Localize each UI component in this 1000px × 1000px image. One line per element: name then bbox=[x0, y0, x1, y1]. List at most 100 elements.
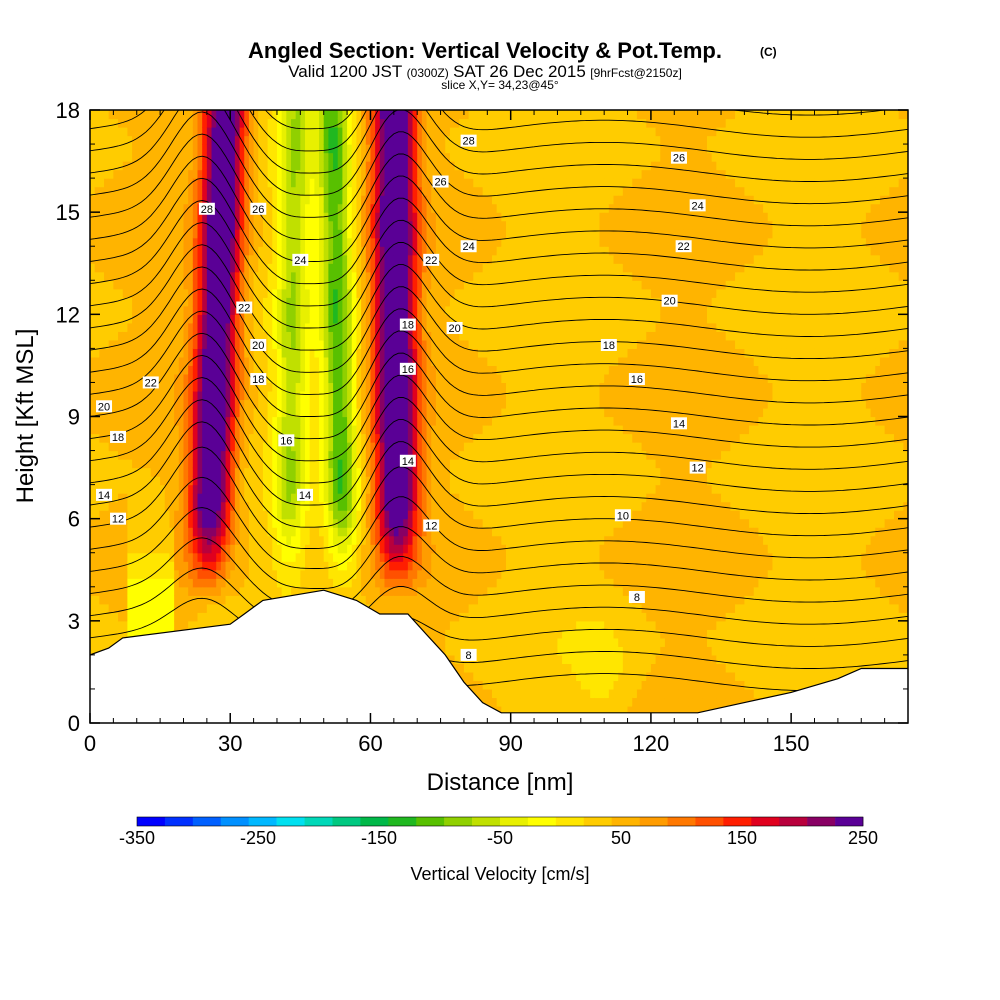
field-cell bbox=[370, 450, 376, 460]
field-cell bbox=[253, 442, 259, 452]
field-cell bbox=[300, 297, 306, 307]
field-cell bbox=[160, 169, 166, 179]
field-cell bbox=[108, 535, 114, 545]
field-cell bbox=[174, 322, 180, 332]
field-cell bbox=[206, 135, 213, 145]
field-cell bbox=[108, 237, 114, 247]
field-cell bbox=[118, 178, 124, 188]
field-cell bbox=[169, 433, 175, 443]
field-cell bbox=[347, 510, 353, 520]
field-cell bbox=[160, 620, 166, 630]
field-cell bbox=[183, 271, 189, 281]
field-cell bbox=[155, 612, 161, 622]
field-cell bbox=[319, 467, 325, 477]
field-cell bbox=[305, 229, 311, 239]
field-cell bbox=[342, 297, 348, 307]
field-cell bbox=[300, 203, 306, 213]
field-cell bbox=[361, 246, 367, 256]
field-cell bbox=[309, 382, 315, 392]
field-cell bbox=[258, 467, 264, 477]
field-cell bbox=[393, 348, 400, 358]
field-cell bbox=[258, 459, 264, 469]
field-cell bbox=[272, 339, 278, 349]
field-cell bbox=[281, 135, 287, 145]
field-cell bbox=[239, 450, 245, 460]
field-cell bbox=[379, 586, 386, 596]
field-cell bbox=[389, 237, 395, 247]
field-cell bbox=[108, 586, 114, 596]
field-cell bbox=[192, 339, 199, 349]
field-cell bbox=[314, 373, 320, 384]
field-cell bbox=[192, 110, 199, 120]
field-cell bbox=[305, 467, 311, 477]
field-cell bbox=[286, 552, 292, 562]
field-cell bbox=[234, 288, 241, 298]
field-cell bbox=[305, 212, 311, 222]
field-cell bbox=[127, 118, 133, 128]
field-cell bbox=[104, 518, 110, 528]
field-cell bbox=[262, 314, 269, 324]
field-cell bbox=[202, 390, 208, 401]
field-cell bbox=[216, 254, 222, 264]
field-cell bbox=[323, 459, 329, 469]
field-cell bbox=[342, 178, 348, 188]
field-cell bbox=[328, 561, 334, 571]
field-cell bbox=[244, 467, 250, 477]
field-cell bbox=[178, 484, 185, 494]
field-cell bbox=[104, 510, 110, 520]
field-cell bbox=[127, 433, 133, 443]
field-cell bbox=[300, 416, 306, 426]
field-cell bbox=[389, 561, 395, 571]
field-cell bbox=[356, 127, 362, 137]
field-cell bbox=[253, 161, 259, 171]
field-cell bbox=[234, 442, 241, 452]
field-cell bbox=[164, 561, 171, 571]
field-cell bbox=[150, 280, 157, 290]
field-cell bbox=[239, 493, 245, 503]
field-cell bbox=[136, 467, 143, 477]
field-cell bbox=[253, 186, 259, 196]
field-cell bbox=[333, 510, 339, 520]
field-cell bbox=[323, 118, 329, 128]
field-cell bbox=[164, 288, 171, 298]
field-cell bbox=[188, 118, 194, 128]
field-cell bbox=[407, 297, 414, 307]
field-cell bbox=[393, 510, 400, 520]
field-cell bbox=[323, 229, 329, 239]
field-cell bbox=[253, 459, 259, 469]
field-cell bbox=[370, 603, 376, 613]
field-cell bbox=[281, 527, 287, 537]
field-cell bbox=[230, 510, 236, 520]
field-cell bbox=[319, 271, 325, 281]
field-cell bbox=[356, 305, 362, 315]
field-cell bbox=[286, 322, 292, 332]
field-cell bbox=[347, 297, 353, 307]
field-cell bbox=[192, 271, 199, 281]
field-cell bbox=[314, 144, 320, 154]
field-cell bbox=[132, 339, 138, 349]
field-cell bbox=[361, 399, 367, 409]
field-cell bbox=[150, 561, 157, 571]
field-cell bbox=[118, 484, 124, 494]
field-cell bbox=[305, 271, 311, 281]
field-cell bbox=[155, 144, 161, 154]
field-cell bbox=[384, 382, 390, 392]
field-cell bbox=[244, 365, 250, 375]
field-cell bbox=[90, 110, 96, 120]
field-cell bbox=[146, 442, 152, 452]
field-cell bbox=[230, 203, 236, 213]
field-cell bbox=[239, 459, 245, 469]
field-cell bbox=[118, 493, 124, 503]
field-cell bbox=[393, 246, 400, 256]
field-cell bbox=[220, 135, 227, 145]
field-cell bbox=[300, 399, 306, 409]
field-cell bbox=[188, 493, 194, 503]
field-cell bbox=[276, 586, 283, 596]
field-cell bbox=[160, 127, 166, 137]
field-cell bbox=[192, 246, 199, 256]
field-cell bbox=[216, 110, 222, 120]
field-cell bbox=[290, 399, 297, 409]
field-cell bbox=[178, 467, 185, 477]
field-cell bbox=[328, 169, 334, 179]
field-cell bbox=[290, 493, 297, 503]
